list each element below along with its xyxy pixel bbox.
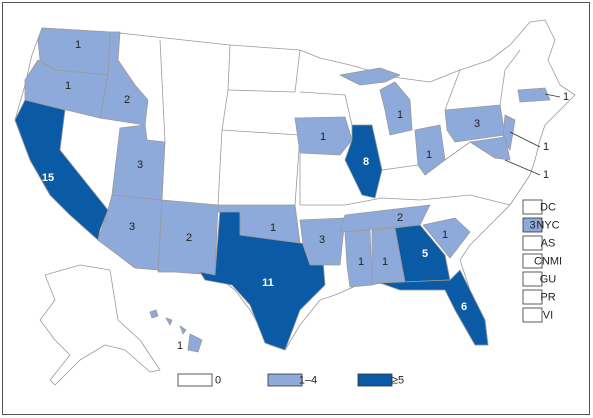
state [344,229,373,288]
state [187,333,203,353]
territory-label: NYC [536,219,559,231]
state-value: 1 [65,80,71,92]
state-value: 1 [320,131,326,143]
state-value: 6 [461,301,467,313]
state-value: 1 [563,91,569,103]
state-value: 2 [124,94,130,106]
state-value: 15 [42,172,54,184]
state [157,199,219,276]
state [517,87,551,103]
state-value: 1 [442,229,448,241]
legend-label: ≥5 [392,374,404,386]
territory-box [522,253,543,269]
alaska [39,264,161,386]
state-value: 11 [262,277,274,289]
territory-label: PR [540,291,555,303]
territory-box [522,199,543,215]
state [379,269,489,346]
callout-line [509,131,541,148]
state-value: 2 [397,212,403,224]
state [294,116,353,156]
state [469,136,511,161]
state-value: 1 [397,109,403,121]
territory-label: DC [540,201,556,213]
state [165,317,173,326]
state-value: 1 [543,169,549,181]
state [179,325,187,335]
territory-label: CNMI [534,255,562,267]
state [444,104,506,143]
state-value: 1 [382,256,388,268]
territory-box [522,307,543,323]
territory-label: AS [541,237,556,249]
legend-swatch [357,373,393,387]
legend-swatch [267,373,303,387]
state [149,309,159,319]
territory-box [522,235,543,251]
territory-box [522,217,543,233]
territory-box [522,271,543,287]
legend-label: 0 [215,374,221,386]
state-value: 5 [422,248,428,260]
legend-swatch [177,373,213,387]
state-value: 1 [177,340,183,352]
state [344,124,383,199]
state-value: 3 [319,234,325,246]
territory-value: 3 [529,219,535,231]
territory-label: VI [543,309,553,321]
state-value: 3 [474,118,480,130]
state-value: 1 [426,149,432,161]
state-value: 2 [186,232,192,244]
state-value: 1 [75,39,81,51]
state [379,81,413,136]
state [339,67,401,86]
state-value: 8 [363,156,369,168]
state [414,124,446,176]
state-value: 1 [270,222,276,234]
callout-line [544,93,561,98]
state-value: 1 [543,141,549,153]
state [217,204,301,244]
state [99,31,149,126]
state-value: 3 [137,159,143,171]
state [394,224,451,283]
state [422,217,471,259]
legend-label: 1–4 [299,374,317,386]
callout-line [504,159,541,176]
state [299,217,346,266]
state-borders [159,39,521,206]
territory-label: GU [540,273,557,285]
territory-box [522,289,543,305]
state-value: 3 [129,221,135,233]
state-value: 1 [358,256,364,268]
